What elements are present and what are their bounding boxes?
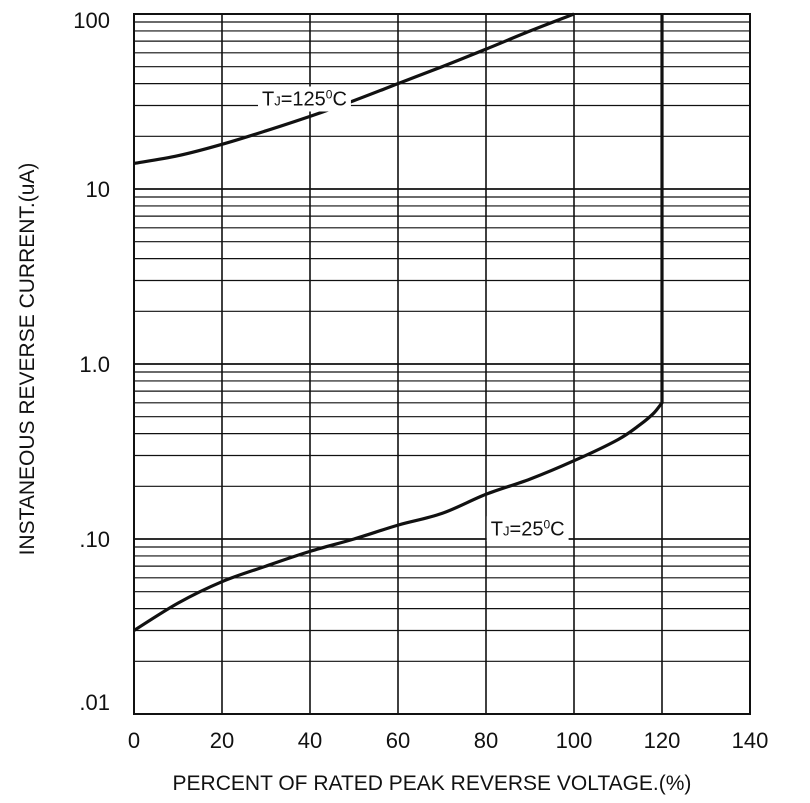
y-tick-labels: .01 .10 1.0 10 100 (73, 8, 110, 715)
series-label-part: =25 (510, 518, 544, 540)
series-label-part: 0 (543, 517, 550, 531)
series-line (133, 14, 664, 632)
x-axis-label: PERCENT OF RATED PEAK REVERSE VOLTAGE.(%… (173, 772, 692, 795)
series-label-part: T (262, 89, 274, 111)
series-label-part: J (274, 94, 281, 109)
series-label-part: T (491, 518, 503, 540)
x-tick-label: 20 (210, 728, 234, 753)
series-label-part: 0 (326, 88, 333, 102)
series-label-background (258, 86, 351, 112)
series-label-part: =125 (281, 89, 326, 111)
y-tick-label: 1.0 (79, 352, 110, 377)
grid-lines (134, 14, 750, 714)
y-tick-label: .01 (79, 690, 110, 715)
x-tick-label: 60 (386, 728, 410, 753)
series-line (133, 12, 575, 165)
series-label: TJ=250C (491, 517, 565, 540)
x-tick-label: 40 (298, 728, 322, 753)
x-tick-label: 120 (644, 728, 681, 753)
series-label-part: J (503, 523, 510, 538)
y-axis-label: INSTANEOUS REVERSE CURRENT.(uA) (16, 163, 39, 556)
series-label-background (486, 516, 569, 542)
x-tick-label: 100 (556, 728, 593, 753)
plot-frame (133, 13, 751, 715)
series-label-part: C (550, 518, 564, 540)
y-tick-label: .10 (79, 527, 110, 552)
y-tick-label: 10 (86, 177, 110, 202)
x-tick-labels: 0 20 40 60 80 100 120 140 (128, 728, 768, 753)
series-label-part: C (332, 89, 346, 111)
series-label: TJ=1250C (262, 88, 347, 111)
x-tick-label: 0 (128, 728, 140, 753)
x-tick-label: 140 (732, 728, 769, 753)
y-tick-label: 100 (73, 8, 110, 33)
x-tick-label: 80 (474, 728, 498, 753)
